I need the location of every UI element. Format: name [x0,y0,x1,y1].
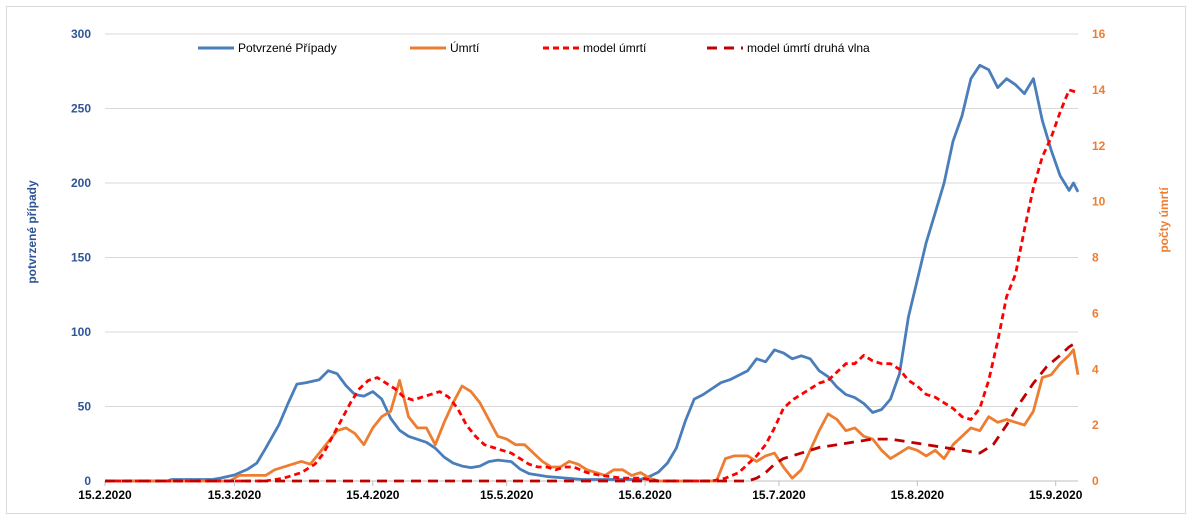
legend: Potvrzené Případy Úmrtí model úmrtí model ú… [198,40,870,55]
series-line-model-úmrtí-druhá-vlna [105,340,1079,483]
y-right-tick-label: 4 [1092,362,1099,376]
x-tick-label: 15.4.2020 [346,488,400,502]
chart-frame [6,6,1186,514]
y-right-tick-label: 6 [1092,306,1099,320]
y-right-tick-label: 10 [1092,195,1106,209]
x-axis: 15.2.2020 15.3.2020 15.4.2020 15.5.2020 15.6… [78,481,1083,502]
y-axis-left-title: potvrzené případy [25,180,39,284]
legend-label: model úmrtí druhá vlna [747,41,870,55]
y-left-tick-label: 300 [71,27,91,41]
y-axis-left: 0 50 100 150 200 250 300 [71,27,91,488]
x-tick-label: 15.5.2020 [480,488,534,502]
legend-label: model úmrtí [583,41,647,55]
x-tick-label: 15.2.2020 [78,488,132,502]
y-left-tick-label: 50 [78,400,92,414]
y-right-tick-label: 14 [1092,83,1106,97]
series-lines [105,63,1080,483]
legend-label: Úmrtí [450,40,480,55]
y-axis-right-title: počty úmrtí [1157,187,1171,253]
x-tick-label: 15.7.2020 [752,488,806,502]
y-left-tick-label: 100 [71,325,91,339]
y-left-tick-label: 0 [84,474,91,488]
y-left-tick-label: 200 [71,176,91,190]
legend-label: Potvrzené Případy [238,41,337,55]
gridlines [105,33,1078,482]
series-line-model-úmrtí [105,88,1079,483]
y-axis-right: 0 2 4 6 8 10 12 14 16 [1092,27,1106,488]
y-left-tick-label: 150 [71,251,91,265]
x-tick-label: 15.6.2020 [618,488,672,502]
y-right-tick-label: 8 [1092,251,1099,265]
y-right-tick-label: 16 [1092,27,1106,41]
y-left-tick-label: 250 [71,102,91,116]
y-right-tick-label: 2 [1092,418,1099,432]
x-tick-label: 15.9.2020 [1029,488,1083,502]
x-tick-label: 15.3.2020 [208,488,262,502]
y-right-tick-label: 12 [1092,139,1106,153]
x-tick-label: 15.8.2020 [891,488,945,502]
y-right-tick-label: 0 [1092,474,1099,488]
series-line-úmrtí [105,348,1080,483]
series-line-potvrzené-případy [105,63,1080,483]
